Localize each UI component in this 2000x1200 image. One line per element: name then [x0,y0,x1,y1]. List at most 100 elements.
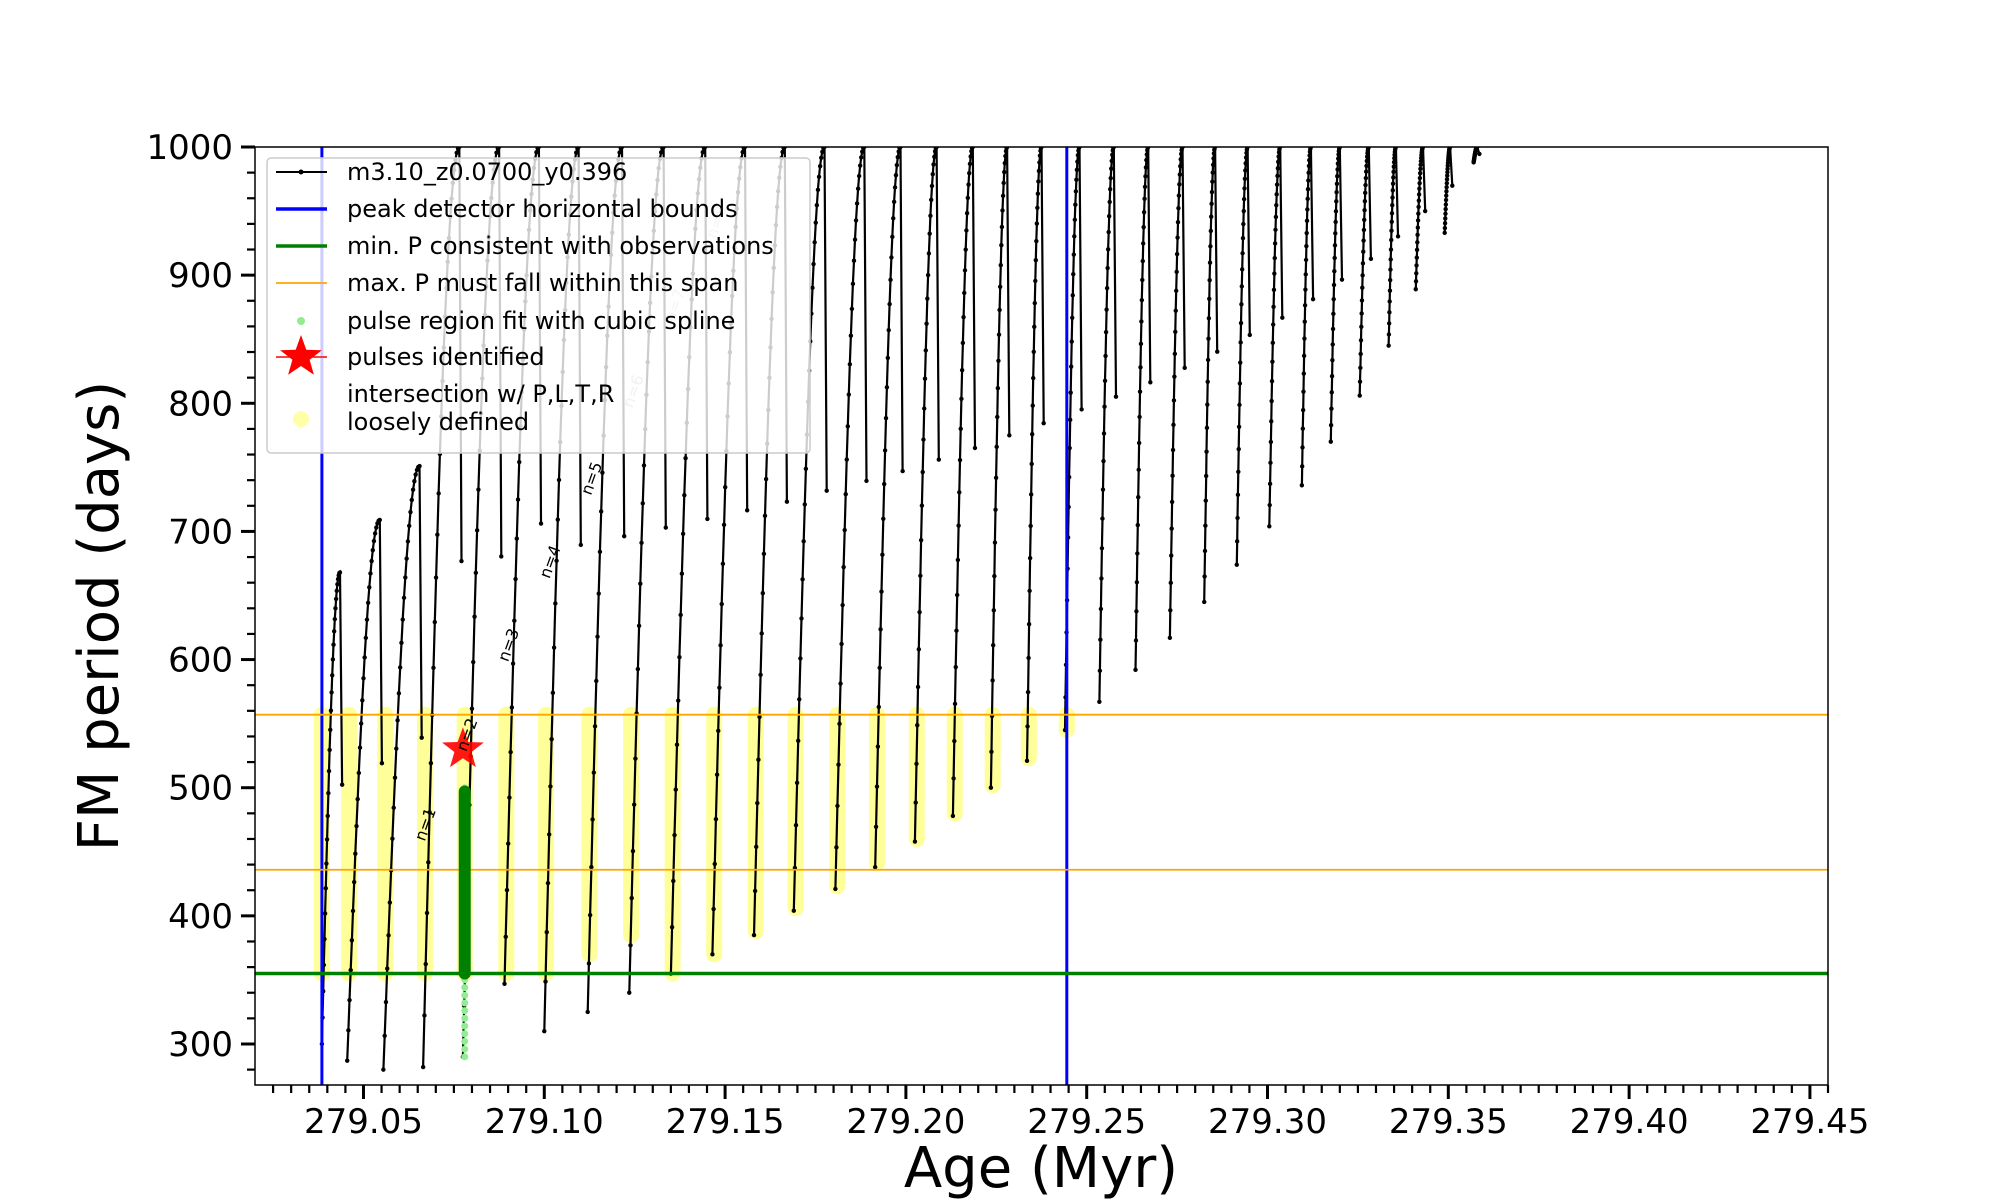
pulse-point [1361,238,1366,243]
pulse-point [353,851,358,856]
pulse-point [356,770,362,776]
pulse-point [1392,155,1397,161]
pulse-point [802,502,807,507]
pulse-point [845,424,850,429]
pulse-point [399,640,404,646]
pulse-point [1002,169,1007,175]
pulse-point [1101,431,1107,436]
pulse-point [999,224,1005,230]
pulse-point [1241,196,1247,202]
pulse-point [544,929,549,935]
legend-label: m3.10_z0.0700_y0.396 [347,158,627,186]
pulse-point [754,844,759,850]
pulse-point [810,285,815,291]
pulse-point [889,255,894,260]
pulse-point [1331,296,1336,302]
pulse-point [1388,247,1394,252]
pulse-point [1242,176,1248,181]
pulse-point [1237,402,1242,408]
pulse-point [760,590,766,596]
pulse-point [360,698,365,703]
pulse-point [963,247,968,252]
pulse-point [515,497,521,502]
pulse-point [379,761,385,766]
pulse-point [396,691,402,696]
pulse-point [382,1033,387,1038]
legend-label: pulse region fit with cubic spline [347,307,735,335]
x-tick-label: 279.35 [1389,1102,1508,1142]
pulse-point [590,817,595,822]
pulse-point [1267,481,1273,487]
pulse-point [922,376,928,381]
pulse-point [1174,269,1179,275]
pulse-point [1387,277,1393,283]
pulse-point [1030,432,1035,437]
pulse-point [988,785,994,790]
pulse-point [1303,287,1308,292]
pulse-point [888,277,893,283]
pulse-point [1138,365,1143,370]
pulse-point [990,642,996,648]
pulse-point [433,575,439,580]
pulse-point [965,195,971,201]
pulse-point [1106,229,1111,235]
pulse-point [592,724,598,729]
pulse-point [683,455,688,461]
pulse-point [852,237,858,242]
pulse-point [921,437,926,442]
pulse-point [923,348,928,353]
pulse-point [1273,214,1279,220]
pulse-point [1442,221,1448,226]
pulse-point [1415,232,1420,238]
pulse-point [1391,159,1397,165]
pulse-point [671,878,676,884]
pulse-point [913,800,918,805]
pulse-point [1202,574,1207,579]
pulse-point [678,612,683,618]
pulse-point [673,787,678,792]
pulse-point [556,477,562,483]
pulse-point [1364,163,1369,169]
pulse-point [716,728,721,734]
pulse-point [1280,315,1285,320]
pulse-point [1237,381,1243,386]
y-tick-label: 700 [168,512,233,552]
pulse-point [1444,184,1449,190]
pulse-point [1033,258,1039,263]
pulse-point [1075,159,1080,164]
pulse-point [1443,202,1449,207]
pulse-point [1333,231,1338,236]
pulse-point [1268,439,1274,445]
pulse-point [1303,257,1309,263]
pulse-point [407,523,412,529]
pulse-point [1234,539,1240,544]
pulse-point [1135,522,1140,528]
y-tick-label: 900 [168,256,233,296]
pulse-point [1003,153,1008,159]
pulse-point [875,744,881,749]
pulse-point [551,645,557,650]
pulse-point [834,845,839,850]
pulse-point [711,906,716,912]
pulse-point [554,558,559,563]
pulse-point [409,497,414,503]
pulse-point [1418,166,1423,172]
pulse-point [1136,467,1141,472]
pulse-point [1236,469,1241,474]
legend-label: min. P consistent with observations [347,232,774,260]
pulse-point [1390,202,1395,208]
pulse-point [1203,523,1208,528]
pulse-point [812,240,817,245]
pulse-point [1416,204,1421,210]
pulse-point [882,448,888,453]
pulse-point [432,619,437,625]
pulse-point [720,561,726,566]
pulse-point [1238,360,1243,365]
pulse-point [1333,209,1339,214]
legend-box [266,157,811,454]
pulse-point [1336,156,1341,161]
pulse-point [994,444,999,450]
pulse-point [1304,230,1309,236]
pulse-point [542,1028,547,1034]
